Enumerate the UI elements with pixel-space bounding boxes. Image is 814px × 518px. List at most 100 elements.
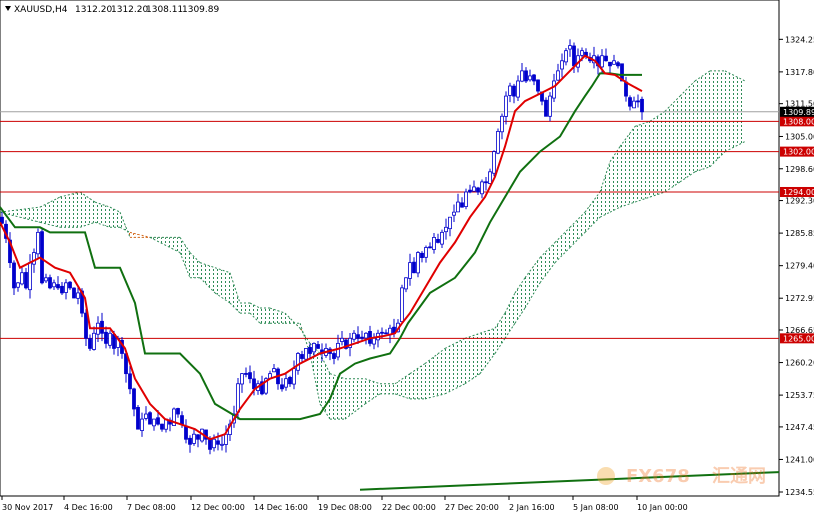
x-tick-label: 7 Dec 08:00 <box>127 503 176 512</box>
candle <box>504 91 508 125</box>
candle <box>140 412 144 437</box>
candle-body <box>236 383 240 413</box>
span-a-segment <box>609 146 621 162</box>
level-label-bg <box>780 116 814 127</box>
candle <box>480 179 484 199</box>
span-b-segment <box>79 221 96 228</box>
candle <box>188 435 192 453</box>
candle <box>568 39 572 57</box>
candle <box>64 279 68 300</box>
span-a-segment <box>494 312 506 329</box>
candle <box>532 74 536 86</box>
candle <box>176 407 180 418</box>
candle-body <box>68 281 72 289</box>
candle-body <box>616 62 620 67</box>
span-b-segment <box>569 232 586 248</box>
span-b-segment <box>149 236 181 253</box>
candle-body <box>632 100 636 109</box>
candle <box>316 340 320 349</box>
x-tick-label: 14 Dec 16:00 <box>254 503 308 512</box>
candle <box>308 343 312 359</box>
candle <box>356 326 360 344</box>
span-b-segment <box>94 221 111 228</box>
candle-body <box>84 312 88 339</box>
candle <box>440 229 444 249</box>
candle-body <box>508 85 512 96</box>
candle-body <box>528 75 532 81</box>
y-axis[interactable]: 1324.25 1317.80 1311.50 1305.00 1298.60 1292.… <box>779 35 814 497</box>
span-a-segment <box>199 262 216 269</box>
candle <box>468 184 472 194</box>
candle-body <box>436 239 440 243</box>
x-axis[interactable]: 30 Nov 2017 4 Dec 16:00 7 Dec 08:00 12 Dec … <box>1 496 688 512</box>
tenkan-line[interactable] <box>0 54 643 441</box>
candle <box>288 375 292 387</box>
kijun-line[interactable] <box>0 72 642 421</box>
chart-header: XAUUSD,H4 1312.20 1312.20 1308.11 1309.8… <box>5 5 219 15</box>
candle <box>408 253 412 286</box>
candle-body <box>612 60 616 65</box>
candle <box>460 197 464 208</box>
candle <box>108 330 112 349</box>
candle-body <box>640 98 644 113</box>
watermark-logo-icon <box>597 467 615 485</box>
candle-body <box>536 79 540 92</box>
span-b-segment <box>584 216 601 233</box>
candle-body <box>284 378 288 388</box>
y-tick-label: 1253.75 <box>785 391 814 400</box>
span-a-segment <box>554 226 571 243</box>
candle-body <box>296 353 300 371</box>
candle-body <box>60 285 64 294</box>
candle-body <box>484 181 488 184</box>
span-a-segment <box>119 211 131 238</box>
candle-body <box>248 372 252 380</box>
span-b-segment <box>679 171 696 183</box>
chart-symbol: XAUUSD,H4 <box>14 5 68 15</box>
candle-body <box>516 80 520 98</box>
candle <box>84 309 88 346</box>
span-a-segment <box>664 95 681 112</box>
candle <box>528 69 532 82</box>
candle-body <box>444 226 448 233</box>
candle-body <box>172 408 176 426</box>
span-b-segment <box>0 211 41 223</box>
candle-body <box>132 388 136 410</box>
candle <box>536 79 540 95</box>
span-b-segment <box>364 393 381 405</box>
x-tick-label: 27 Dec 20:00 <box>445 503 499 512</box>
chart-close: 1309.89 <box>182 5 219 15</box>
candle-body <box>344 339 348 349</box>
candle-body <box>20 272 24 285</box>
span-b-segment <box>524 282 541 309</box>
candle-body <box>188 437 192 445</box>
level-label-bg <box>780 333 814 344</box>
span-b-segment <box>424 393 446 400</box>
long-trend-line-path[interactable] <box>359 471 779 491</box>
candle-body <box>8 239 12 264</box>
x-tick-label: 10 Jan 00:00 <box>637 503 688 512</box>
span-b-segment <box>494 338 506 354</box>
candle-body <box>456 201 460 213</box>
candle-body <box>600 55 604 68</box>
candle <box>444 218 448 240</box>
chart-open: 1312.20 <box>75 5 112 15</box>
candle-body <box>224 433 228 445</box>
candle <box>612 54 616 65</box>
candle-body <box>416 252 420 274</box>
dropdown-triangle-icon[interactable] <box>5 6 11 11</box>
candle <box>220 436 224 451</box>
candle <box>72 287 76 299</box>
candle-body <box>364 332 368 339</box>
candle <box>404 277 408 293</box>
candle <box>128 365 132 395</box>
cloud-bullish <box>0 70 745 420</box>
candle-body <box>548 95 552 117</box>
candle <box>344 338 348 350</box>
candle <box>52 279 56 290</box>
y-tick-label: 1311.50 <box>785 100 814 109</box>
candle-body <box>552 80 556 99</box>
candle <box>132 387 136 417</box>
candle <box>492 150 496 177</box>
